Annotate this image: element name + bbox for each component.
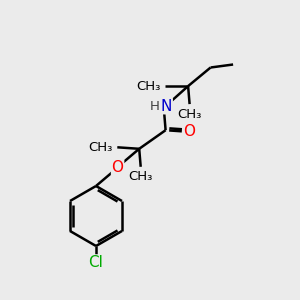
Text: CH₃: CH₃ — [88, 141, 112, 154]
Text: CH₃: CH₃ — [128, 170, 153, 183]
Text: CH₃: CH₃ — [177, 108, 202, 121]
Text: O: O — [112, 160, 124, 175]
Text: Cl: Cl — [88, 255, 104, 270]
Text: O: O — [184, 124, 196, 139]
Text: H: H — [150, 100, 159, 113]
Text: CH₃: CH₃ — [136, 80, 160, 93]
Text: N: N — [161, 99, 172, 114]
